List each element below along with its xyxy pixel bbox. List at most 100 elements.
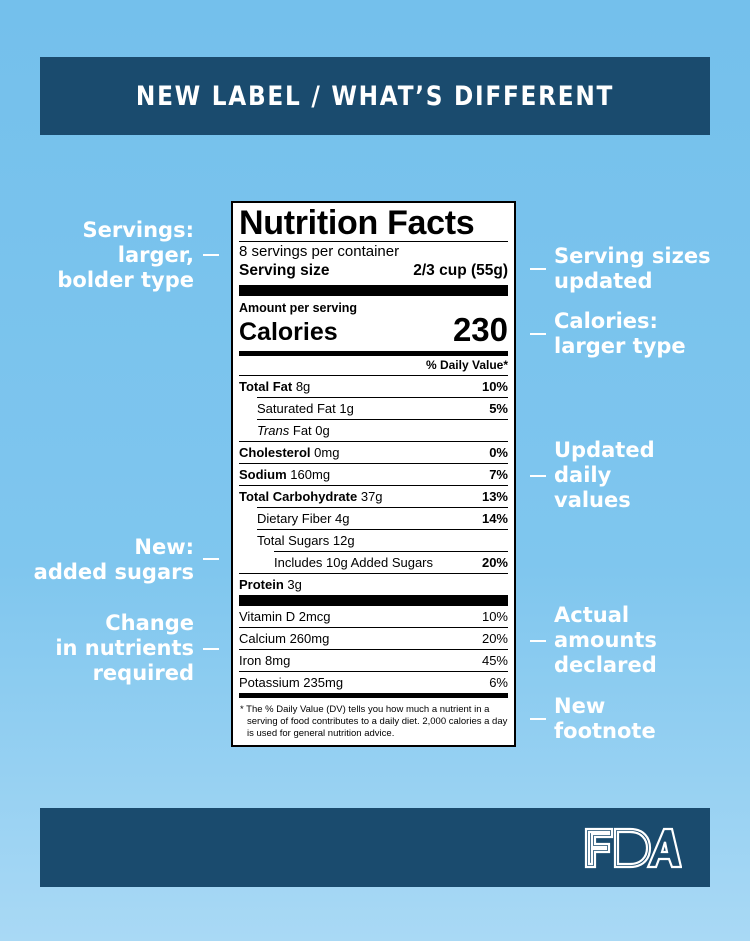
callout-added-sugars-line2: added sugars [33,560,194,584]
nutrient-amount: 3g [287,577,302,592]
nutrient-name: Dietary Fiber [257,511,332,526]
medium-divider [239,351,508,356]
vitamin-row-calcium: Calcium 260mg 20% [239,627,508,649]
nutrient-name: Total Sugars [257,533,330,548]
vitamin-pct: 20% [481,631,508,646]
nutrient-pct: 0% [489,445,508,460]
header-banner: NEW LABEL / WHAT’S DIFFERENT [40,57,710,135]
serving-size-label: Serving size [239,262,330,279]
nutrient-pct: 10% [481,379,508,394]
daily-value-header: % Daily Value* [425,358,508,372]
label-footnote: * The % Daily Value (DV) tells you how m… [240,704,508,739]
nutrient-pct: 5% [489,401,508,416]
callout-calories-line1: Calories: [554,309,658,333]
callout-actual-amounts: Actual amounts declared [554,603,657,678]
nutrient-text: Trans Fat 0g [257,420,330,441]
nutrient-row-sodium: Sodium 160mg 7% [239,463,508,485]
nutrient-row-saturated-fat: Saturated Fat 1g 5% [257,397,508,419]
header-title: NEW LABEL / WHAT’S DIFFERENT [135,80,615,112]
fda-logo-icon [584,827,682,869]
nutrient-row-added-sugars: Includes 10g Added Sugars 20% [274,551,508,573]
vitamin-row-potassium: Potassium 235mg 6% [239,671,508,693]
callout-calories-line2: larger type [554,334,686,358]
nutrient-row-cholesterol: Cholesterol 0mg 0% [239,441,508,463]
callout-daily-values-dash [530,475,546,477]
callout-actual-amounts-line2: amounts [554,628,657,652]
callout-daily-values-line1: Updated [554,438,655,462]
nutrient-row-total-carbohydrate: Total Carbohydrate 37g 13% [239,485,508,507]
callout-daily-values-line3: values [554,488,631,512]
vitamin-name: Calcium 260mg [239,631,330,646]
calories-value: 230 [452,311,508,348]
nutrient-text: Includes 10g Added Sugars [274,552,433,573]
nutrient-amount: 8g [295,379,311,394]
vitamin-pct: 45% [481,653,508,668]
amount-per-serving: Amount per serving [239,301,358,315]
thick-divider [239,595,508,606]
callout-footnote: New footnote [554,694,656,744]
callout-nutrients-line1: Change [105,611,194,635]
callout-actual-amounts-line3: declared [554,653,657,677]
nutrient-text: Total Carbohydrate 37g [239,486,383,507]
callout-footnote-dash [530,718,546,720]
callout-actual-amounts-line1: Actual [554,603,630,627]
callout-added-sugars-dash [203,558,219,560]
nutrient-amount: 160mg [290,467,331,482]
nutrient-name: Sodium [239,467,287,482]
nutrient-text: Protein 3g [239,574,302,595]
callout-calories: Calories: larger type [554,309,686,359]
vitamin-pct: 6% [489,675,508,690]
vitamin-row-vitamin-d: Vitamin D 2mcg 10% [239,606,508,627]
callout-servings-line2: larger, [117,243,194,267]
nutrient-name: Protein [239,577,284,592]
nutrient-pct: 14% [481,511,508,526]
footer-banner [40,808,710,887]
nutrient-text: Total Sugars 12g [257,530,355,551]
nutrient-row-trans-fat: Trans Fat 0g [257,419,508,441]
nutrient-row-total-fat: Total Fat 8g 10% [239,375,508,397]
callout-serving-sizes-line1: Serving sizes [554,244,711,268]
nutrient-text: Cholesterol 0mg [239,442,339,463]
nutrient-amount: 0mg [314,445,340,460]
nutrient-name: Trans [257,423,290,438]
nutrient-text: Saturated Fat 1g [257,398,354,419]
serving-size-row: Serving size 2/3 cup (55g) [239,261,508,280]
calories-label: Calories [239,318,338,346]
vitamin-row-iron: Iron 8mg 45% [239,649,508,671]
label-title: Nutrition Facts [239,204,475,242]
nutrient-pct: 13% [481,489,508,504]
nutrient-name: Total Carbohydrate [239,489,358,504]
calories-row: Calories 230 [239,313,508,347]
nutrient-pct: 7% [489,467,508,482]
nutrient-text: Total Fat 8g [239,376,310,397]
callout-servings-dash [203,254,219,256]
nutrient-row-dietary-fiber: Dietary Fiber 4g 14% [257,507,508,529]
callout-nutrients: Change in nutrients required [55,611,194,686]
callout-added-sugars-line1: New: [134,535,194,559]
callout-servings: Servings: larger, bolder type [57,218,194,293]
nutrition-facts-label: Nutrition Facts 8 servings per container… [231,201,516,747]
callout-servings-line1: Servings: [82,218,195,242]
serving-size-value: 2/3 cup (55g) [413,262,508,279]
callout-nutrients-line3: required [92,661,194,685]
nutrient-text: Dietary Fiber 4g [257,508,350,529]
callout-daily-values: Updated daily values [554,438,655,513]
medium-divider [239,693,508,698]
nutrient-name: Includes 10g Added Sugars [274,555,434,570]
vitamin-name: Potassium 235mg [239,675,344,690]
nutrient-amount: 37g [360,489,383,504]
nutrient-row-protein: Protein 3g [239,573,508,595]
vitamin-name: Iron 8mg [239,653,291,668]
callout-servings-line3: bolder type [57,268,194,292]
nutrient-amount: 1g [339,401,354,416]
nutrient-name: Cholesterol [239,445,311,460]
callout-daily-values-line2: daily [554,463,612,487]
callout-footnote-line1: New [554,694,606,718]
nutrient-name: Saturated Fat [257,401,336,416]
nutrient-amount: 4g [335,511,350,526]
callout-serving-sizes-dash [530,268,546,270]
divider [239,241,508,242]
callout-nutrients-dash [203,648,219,650]
nutrient-amount: Fat 0g [292,423,330,438]
callout-actual-amounts-dash [530,640,546,642]
